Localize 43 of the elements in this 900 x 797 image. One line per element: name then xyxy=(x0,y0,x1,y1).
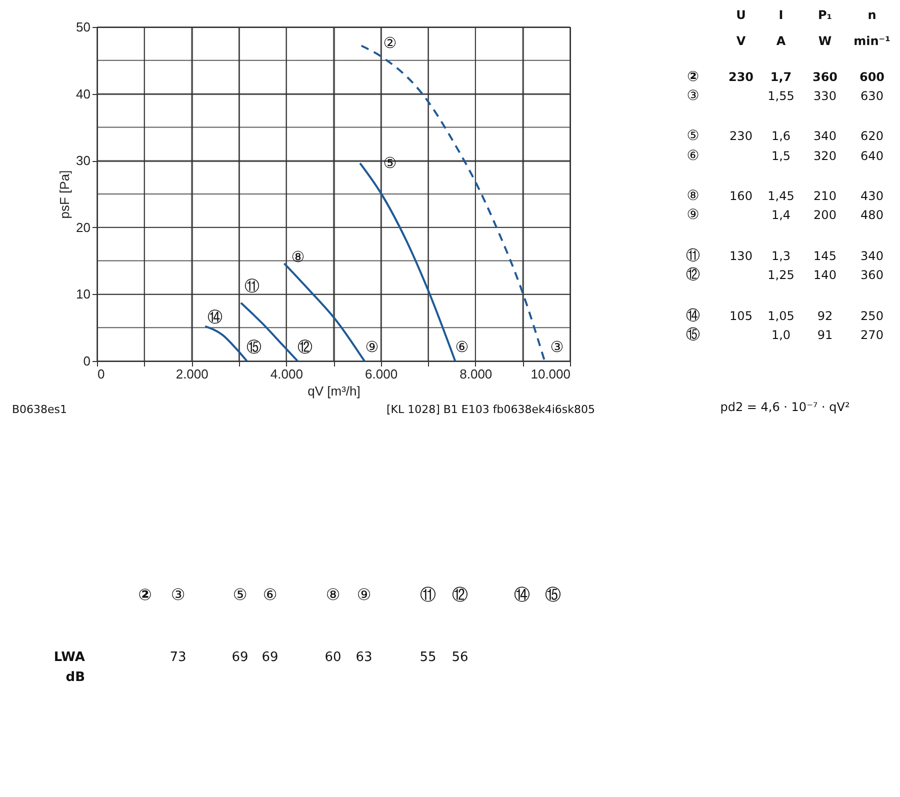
text: ② ③ ⑤ ⑥ ⑧ ⑨ ⑪ ⑫ ⑭ ⑮ xyxy=(138,585,561,604)
text: B0638es1 xyxy=(12,403,68,416)
line-series xyxy=(204,325,248,361)
text: V A W min⁻¹ xyxy=(736,34,890,48)
annotation: ⑮ xyxy=(246,338,262,356)
text: LWA 73 69 69 60 63 55 56 xyxy=(54,650,468,665)
x-axis-title: qV [m³/h] xyxy=(308,384,360,398)
text: ⑧ 160 1,45 210 430 xyxy=(686,188,884,204)
x-tick-label: 4.000 xyxy=(270,366,303,382)
line-series xyxy=(283,262,366,361)
text: ⑫ 1,25 140 360 xyxy=(686,267,884,283)
text: ② 230 1,7 360 600 xyxy=(687,69,885,85)
text: ⑨ 1,4 200 480 xyxy=(686,207,884,223)
y-tick-label: 20 xyxy=(76,220,90,235)
annotation: ③ xyxy=(550,338,564,356)
x-tick-label: 8.000 xyxy=(460,366,492,382)
text: ⑮ 1,0 91 270 xyxy=(686,327,884,343)
text: ⑤ 230 1,6 340 620 xyxy=(686,128,884,144)
y-tick-label: 40 xyxy=(76,86,90,102)
annotation: ② xyxy=(383,34,397,52)
text: [KL 1028] B1 E103 fb0638ek4i6sk805 xyxy=(386,403,595,416)
y-tick-label: 50 xyxy=(76,20,90,34)
annotation: ⑨ xyxy=(365,338,379,356)
text: U I P₁ n xyxy=(736,8,876,22)
x-tick-label: 2.000 xyxy=(176,366,208,382)
x-tick-label: 0 xyxy=(98,366,105,382)
line-series xyxy=(240,302,299,361)
text: ⑪ 130 1,3 145 340 xyxy=(686,248,884,264)
annotation: ⑫ xyxy=(298,338,312,356)
text: ③ 1,55 330 630 xyxy=(686,88,884,104)
text: dB xyxy=(66,670,85,685)
y-axis-title: psF [Pa] xyxy=(57,170,72,219)
text: ⑥ 1,5 320 640 xyxy=(686,148,884,164)
annotation: ⑥ xyxy=(455,338,469,356)
annotation: ⑪ xyxy=(244,277,260,295)
x-tick-label: 10.000 xyxy=(530,366,570,382)
y-tick-label: 30 xyxy=(76,153,90,168)
y-tick-label: 10 xyxy=(76,286,90,302)
text: pd2 = 4,6 · 10⁻⁷ · qV² xyxy=(720,400,850,414)
y-tick-label: 0 xyxy=(83,354,90,368)
x-tick-label: 6.000 xyxy=(365,366,398,382)
annotation: ⑭ xyxy=(208,308,222,326)
text: ⑭ 105 1,05 92 250 xyxy=(686,308,884,324)
